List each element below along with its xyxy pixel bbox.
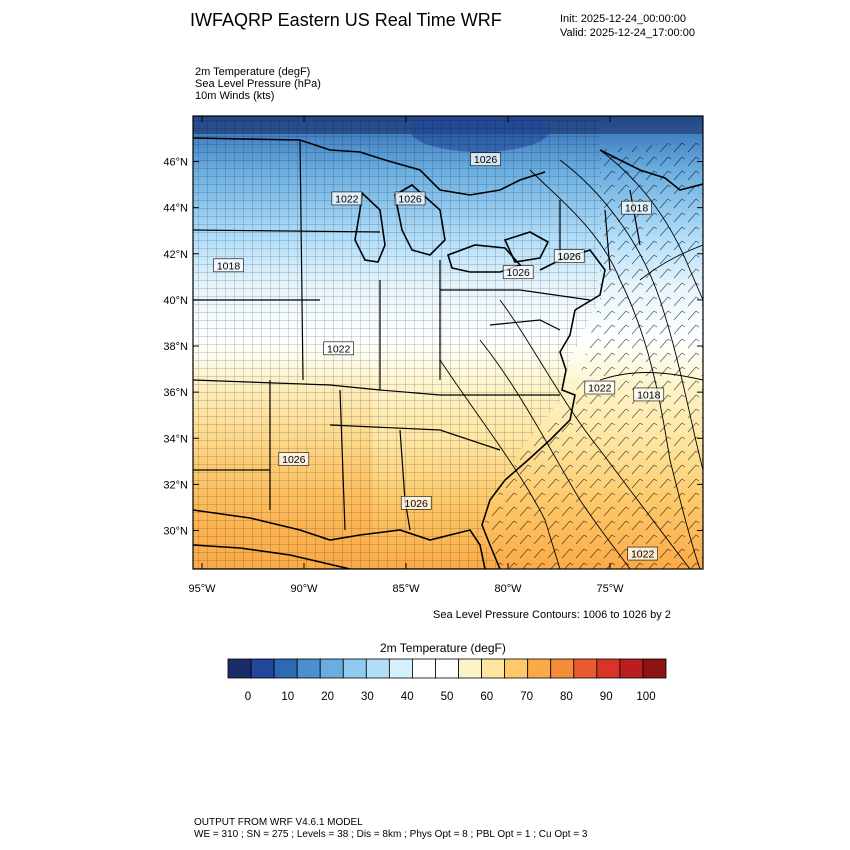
colorbar-swatch: [481, 658, 506, 679]
lat-tick-label: 46°N: [163, 157, 188, 169]
lon-tick-label: 95°W: [188, 583, 216, 595]
colorbar-swatch: [296, 658, 321, 679]
chart-title: IWFAQRP Eastern US Real Time WRF: [190, 10, 502, 30]
lat-tick-label: 38°N: [163, 341, 188, 353]
init-time: Init: 2025-12-24_00:00:00: [560, 13, 686, 25]
pressure-label-box: [278, 452, 310, 466]
colorbar-swatch: [250, 658, 275, 679]
lon-tick-label: 75°W: [596, 583, 624, 595]
lat-tick-label: 42°N: [163, 249, 188, 261]
field-label-temperature: 2m Temperature (degF): [195, 66, 311, 78]
lat-tick-label: 36°N: [163, 387, 188, 399]
pressure-label-box: [323, 341, 354, 356]
lon-tick-label: 90°W: [290, 583, 318, 595]
colorbar-swatch: [227, 658, 252, 679]
pressure-label-box: [400, 496, 432, 510]
pressure-label-box: [553, 249, 585, 263]
pressure-label-box: [470, 152, 501, 167]
pressure-label: 1018: [637, 389, 661, 401]
lon-tick-label: 85°W: [392, 583, 420, 595]
colorbar-swatch: [412, 658, 436, 679]
colorbar-tick-label: 0: [245, 691, 251, 703]
colorbar-swatch: [527, 658, 552, 679]
colorbar-swatch: [642, 658, 667, 679]
colorbar-tick-label: 10: [281, 691, 294, 703]
field-label-pressure: Sea Level Pressure (hPa): [195, 78, 321, 90]
colorbar-tick-label: 60: [480, 691, 493, 703]
colorbar-swatch: [504, 658, 529, 679]
lat-tick-label: 40°N: [163, 295, 188, 307]
colorbar-tick-label: 80: [560, 691, 573, 703]
colorbar-swatch: [573, 658, 598, 679]
lat-tick-label: 30°N: [163, 526, 188, 538]
pressure-label: 1022: [631, 549, 655, 561]
colorbar-swatch: [458, 658, 482, 679]
lat-tick-label: 34°N: [163, 433, 188, 445]
colorbar-tick-label: 40: [401, 691, 414, 703]
lat-tick-label: 44°N: [163, 203, 188, 215]
colorbar-swatch: [342, 658, 367, 679]
colorbar-swatch: [388, 658, 413, 679]
wind-barbs-ocean: [485, 140, 703, 569]
colorbar: 0 10 20 30 40 50 60 70 80 90 100: [227, 658, 667, 703]
lat-tick-label: 32°N: [163, 479, 188, 491]
pressure-label-box: [621, 200, 652, 215]
pressure-label-box: [502, 265, 534, 280]
colorbar-swatch: [619, 658, 644, 679]
pressure-label: 1026: [398, 193, 422, 205]
map-frame: [192, 115, 704, 570]
colorbar-tick-label: 50: [441, 691, 454, 703]
pressure-label: 1026: [558, 251, 582, 263]
colorbar-swatch: [273, 658, 298, 679]
pressure-label: 1026: [405, 498, 429, 510]
lon-tick-label: 80°W: [494, 583, 522, 595]
colorbar-swatch: [365, 658, 390, 679]
colorbar-tick-label: 70: [520, 691, 533, 703]
pressure-labels: 1026 1022 1026 1018 1026 1026 1018 1022 1022 1018…: [213, 152, 665, 561]
pressure-label-box: [331, 191, 363, 206]
colorbar-swatch: [596, 658, 621, 679]
colorbar-tick-label: 100: [636, 691, 655, 703]
colorbar-swatch: [435, 658, 459, 679]
pressure-label-box: [394, 191, 426, 206]
pressure-contours: [439, 149, 703, 569]
pressure-label-box: [584, 380, 616, 395]
contour-note: Sea Level Pressure Contours: 1006 to 102…: [433, 609, 671, 621]
colorbar-tick-label: 90: [600, 691, 613, 703]
pressure-label: 1022: [588, 383, 612, 395]
valid-time: Valid: 2025-12-24_17:00:00: [560, 27, 695, 39]
footer-model: OUTPUT FROM WRF V4.6.1 MODEL: [194, 817, 363, 828]
colorbar-tick-label: 30: [361, 691, 374, 703]
pressure-label-box: [627, 546, 658, 561]
pressure-label: 1026: [474, 154, 498, 166]
pressure-label: 1018: [625, 203, 649, 215]
colorbar-swatch: [319, 658, 344, 679]
colorbar-title: 2m Temperature (degF): [380, 641, 506, 655]
pressure-label: 1026: [507, 267, 531, 279]
colorbar-swatch: [550, 658, 575, 679]
footer-config: WE = 310 ; SN = 275 ; Levels = 38 ; Dis …: [194, 829, 588, 840]
field-label-winds: 10m Winds (kts): [195, 90, 275, 102]
pressure-label: 1022: [327, 343, 351, 355]
pressure-label-box: [213, 258, 244, 273]
latitude-axis: 46°N 44°N 42°N 40°N 38°N 36°N 34°N 32°N 30°N: [163, 157, 703, 538]
pressure-label: 1018: [217, 260, 241, 272]
pressure-label-box: [633, 387, 665, 402]
pressure-label: 1026: [282, 454, 306, 466]
longitude-axis: 95°W 90°W 85°W 80°W 75°W: [188, 116, 624, 595]
pressure-label: 1022: [335, 193, 359, 205]
colorbar-tick-label: 20: [321, 691, 334, 703]
